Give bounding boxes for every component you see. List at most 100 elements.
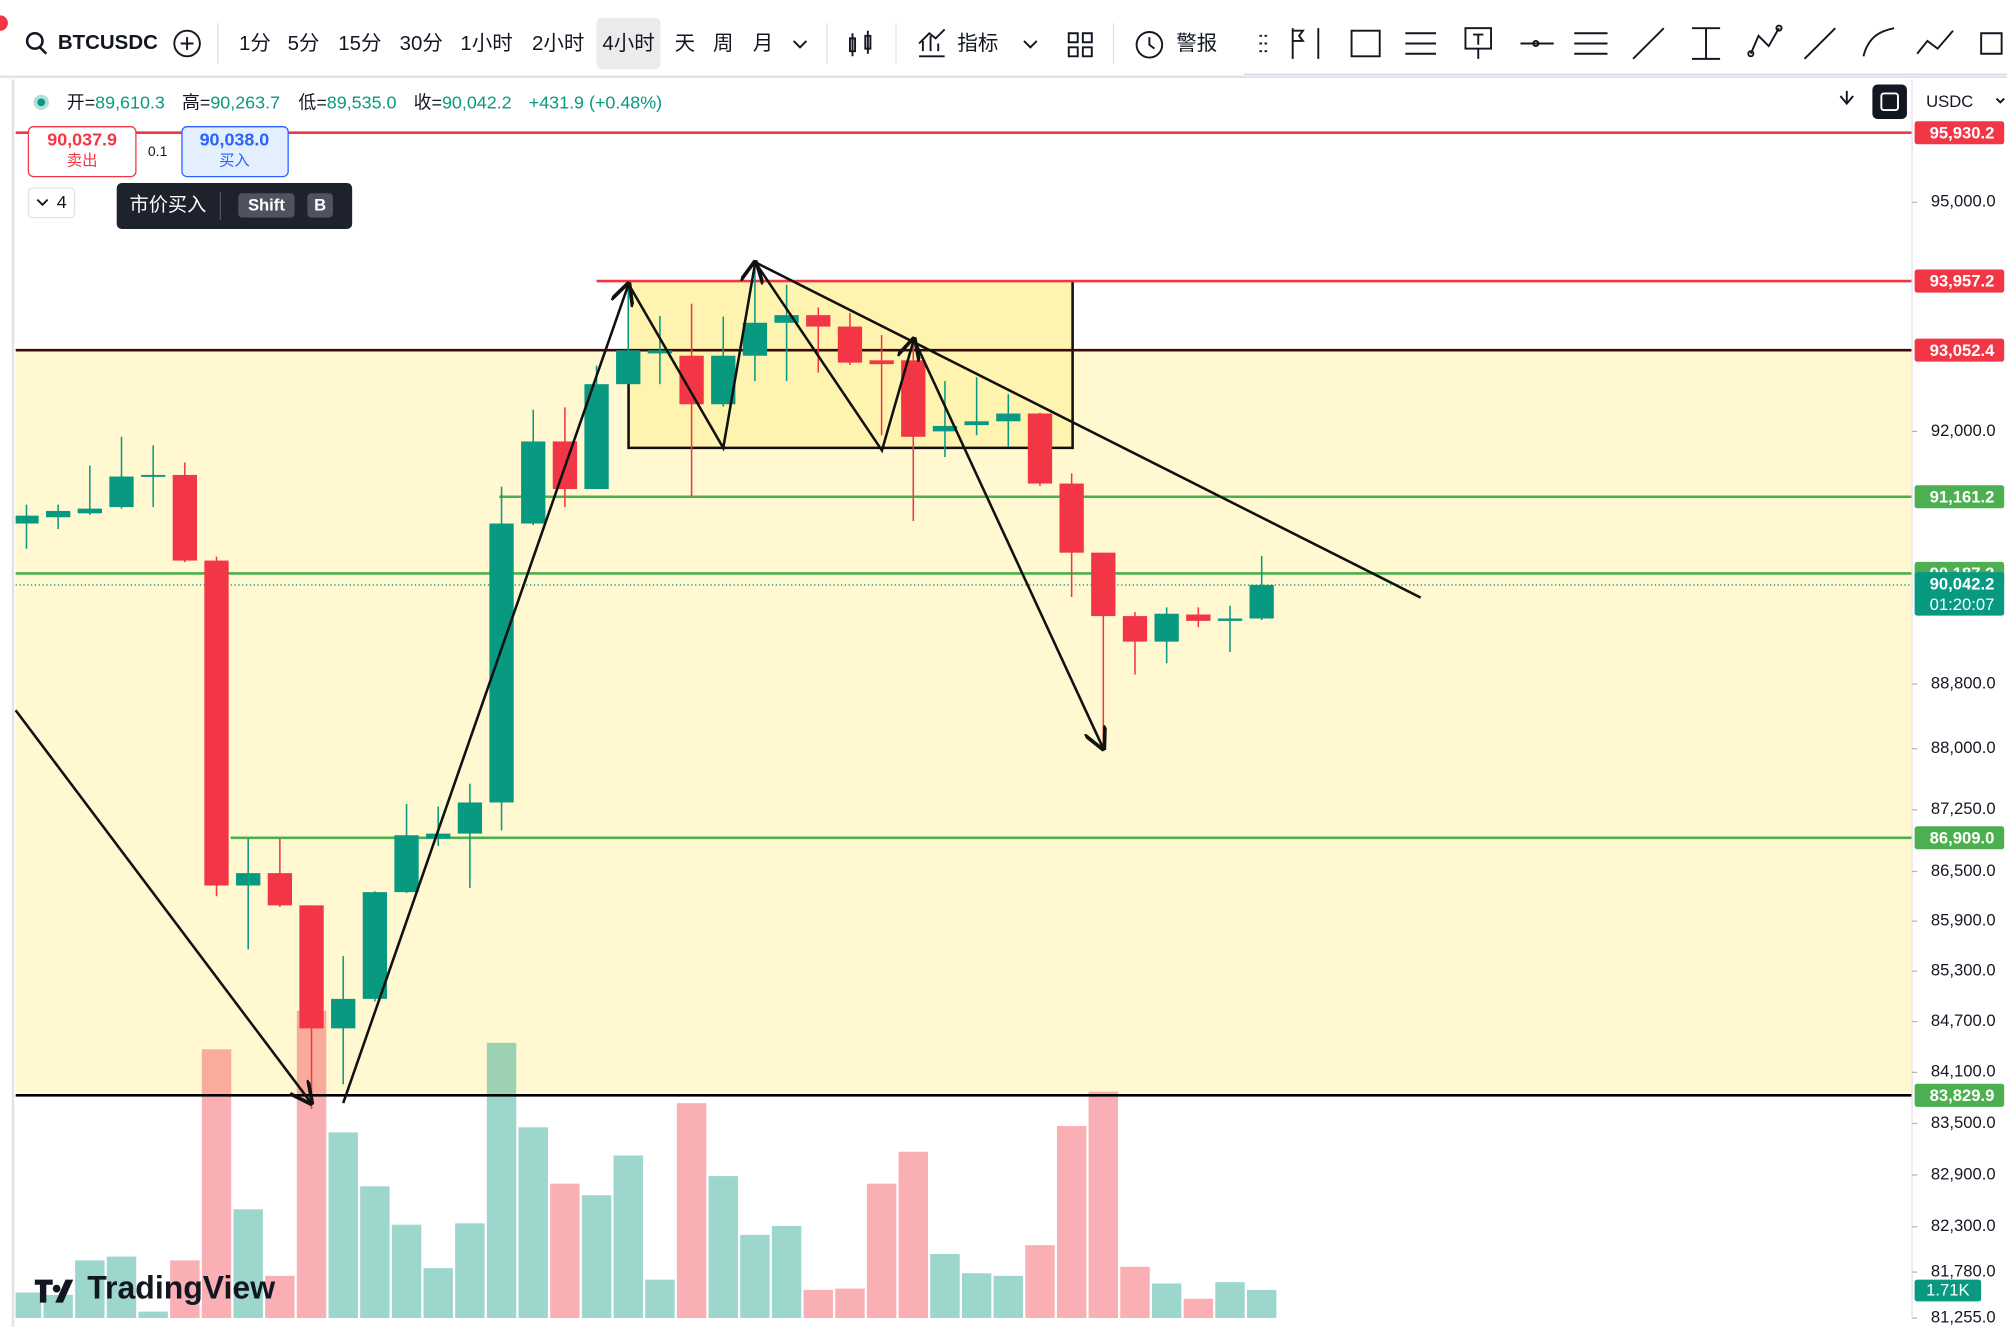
buy-button[interactable] bbox=[181, 126, 289, 178]
interval[interactable]: 周 bbox=[713, 32, 733, 55]
volume-bar bbox=[1056, 1126, 1087, 1319]
y-tick-label: 81,780.0 bbox=[1931, 1261, 1996, 1280]
interval[interactable]: 4小时 bbox=[602, 32, 654, 55]
volume-bar bbox=[803, 1289, 833, 1319]
badge bbox=[0, 15, 8, 31]
interval-active bbox=[596, 17, 661, 70]
volume-tag bbox=[1914, 1279, 1982, 1302]
volume-bar bbox=[423, 1268, 453, 1319]
tooltip-key: B bbox=[314, 195, 326, 214]
indicator-icon[interactable] bbox=[918, 28, 946, 58]
volume-bar bbox=[328, 1132, 358, 1319]
volume-bar bbox=[265, 1275, 295, 1319]
search-icon[interactable] bbox=[25, 31, 44, 50]
ohlc-value: 收=90,042.2 bbox=[414, 92, 512, 112]
candle-body bbox=[1186, 614, 1211, 621]
candle-body bbox=[204, 560, 229, 886]
volume-bar bbox=[898, 1151, 929, 1319]
highlight-zone bbox=[15, 351, 1913, 1093]
candle-body bbox=[1154, 613, 1179, 642]
sell-button[interactable] bbox=[27, 126, 137, 178]
candle-body bbox=[489, 523, 514, 803]
currency-menu[interactable] bbox=[1995, 97, 2005, 104]
layers-chevron bbox=[36, 198, 49, 207]
range-box-border bbox=[627, 281, 1074, 450]
trend-arrow bbox=[627, 262, 756, 452]
trend-arrow bbox=[341, 284, 628, 1104]
ohlc-value: 开=89,610.3 bbox=[67, 92, 165, 112]
candle-body bbox=[521, 441, 546, 524]
countdown: 01:20:07 bbox=[1930, 595, 1995, 614]
more-intervals[interactable] bbox=[792, 40, 808, 49]
ohlc-number: 89,610.3 bbox=[95, 92, 165, 112]
drawing-tools[interactable] bbox=[1259, 24, 2003, 60]
price-tag bbox=[1914, 121, 2005, 145]
volume-bar bbox=[1215, 1282, 1245, 1319]
price-tag-label: 83,829.9 bbox=[1930, 1086, 1995, 1105]
ohlc-number: 89,535.0 bbox=[327, 92, 397, 112]
interval[interactable]: 2小时 bbox=[532, 32, 584, 55]
key-badge bbox=[238, 193, 295, 218]
add-symbol[interactable] bbox=[173, 29, 201, 58]
candle-body bbox=[362, 892, 388, 999]
status-dot bbox=[37, 98, 46, 107]
interval[interactable]: 1小时 bbox=[460, 32, 512, 55]
candle-body bbox=[426, 833, 451, 839]
tooltip-text: 市价买入 bbox=[130, 194, 207, 216]
volume-bar bbox=[15, 1292, 42, 1319]
indicator-menu[interactable] bbox=[1023, 40, 1038, 49]
candle-body bbox=[616, 350, 641, 385]
trend-arrow bbox=[754, 261, 914, 454]
candle-body bbox=[267, 873, 293, 906]
logo-mark bbox=[34, 1279, 74, 1303]
interval[interactable]: 天 bbox=[675, 32, 695, 55]
ohlc-key: 收= bbox=[414, 92, 442, 112]
price-axis bbox=[1912, 79, 2007, 1327]
y-tick-label: 86,500.0 bbox=[1931, 861, 1996, 880]
annotations bbox=[14, 261, 1422, 1104]
volume-bar bbox=[1246, 1289, 1277, 1319]
volume-bar bbox=[1120, 1266, 1150, 1319]
candle-body bbox=[932, 425, 958, 432]
toolbar bbox=[0, 0, 2007, 77]
y-tick-label: 83,500.0 bbox=[1931, 1113, 1996, 1132]
layout-icon[interactable] bbox=[1067, 32, 1093, 58]
chart-type-icon[interactable] bbox=[848, 30, 872, 57]
candle-body bbox=[236, 873, 261, 886]
ohlc-number: 90,263.7 bbox=[210, 92, 280, 112]
symbol[interactable]: BTCUSDC bbox=[58, 31, 158, 54]
currency[interactable]: USDC bbox=[1926, 92, 1973, 111]
y-tick-label: 82,300.0 bbox=[1931, 1216, 1996, 1235]
interval[interactable]: 1分 bbox=[239, 32, 271, 55]
candle-body bbox=[964, 421, 989, 426]
sync-button[interactable] bbox=[1872, 84, 1907, 120]
volume-bar bbox=[1151, 1283, 1182, 1319]
layers-count: 4 bbox=[57, 192, 67, 212]
trend-arrow bbox=[912, 338, 1103, 748]
candle-body bbox=[172, 474, 197, 561]
layers-button[interactable] bbox=[27, 187, 76, 219]
ohlc-key: 开= bbox=[67, 92, 95, 112]
y-tick-label: 84,100.0 bbox=[1931, 1062, 1996, 1081]
volume-bar bbox=[613, 1155, 643, 1319]
interval[interactable]: 15分 bbox=[338, 32, 381, 55]
alerts[interactable]: 警报 bbox=[1176, 32, 1217, 55]
candle-body bbox=[457, 802, 483, 834]
candle-body bbox=[299, 905, 324, 1029]
volume-bar bbox=[43, 1294, 73, 1319]
volume-bar bbox=[581, 1195, 612, 1319]
price-tag bbox=[1914, 269, 2005, 293]
interval[interactable]: 30分 bbox=[400, 32, 443, 55]
indicators[interactable]: 指标 bbox=[957, 32, 998, 55]
scroll-button[interactable] bbox=[1839, 90, 1854, 106]
interval[interactable]: 月 bbox=[753, 32, 773, 55]
candle-body bbox=[77, 508, 102, 514]
volume-bar bbox=[1183, 1298, 1214, 1319]
volume-bar bbox=[233, 1209, 263, 1319]
interval[interactable]: 5分 bbox=[288, 32, 320, 55]
candle-body bbox=[1027, 413, 1053, 484]
alert-icon[interactable] bbox=[1135, 31, 1164, 59]
add-symbol bbox=[180, 37, 194, 50]
candle-body bbox=[869, 360, 894, 365]
trend-arrow bbox=[14, 709, 312, 1103]
